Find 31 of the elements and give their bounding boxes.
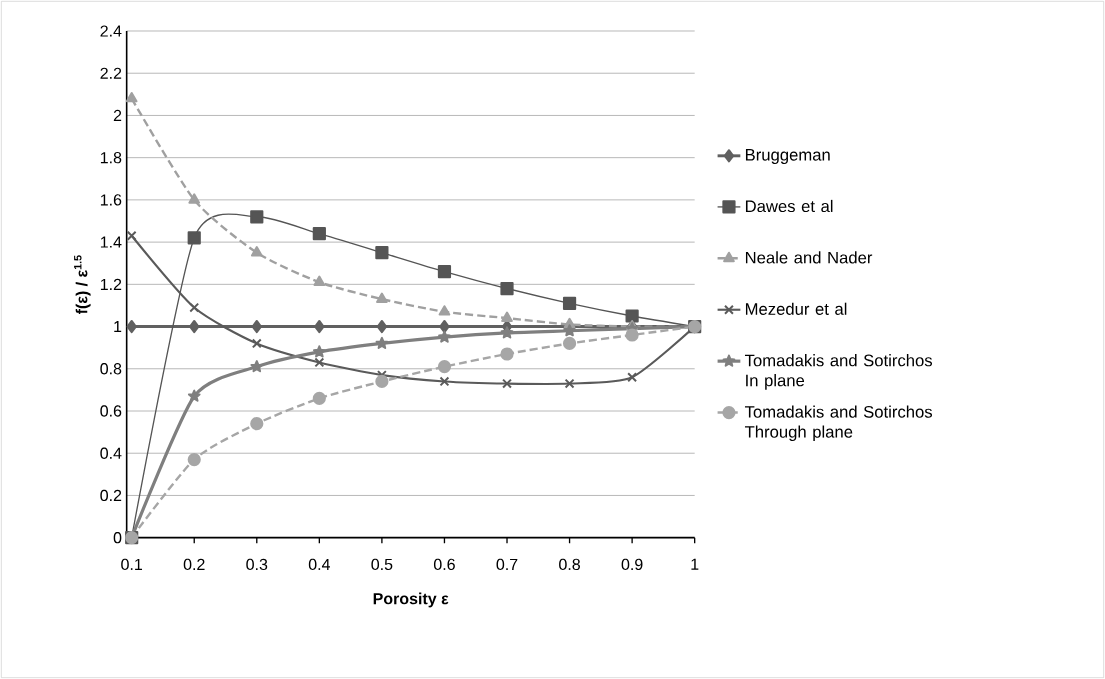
y-tick-label: 2.2 bbox=[100, 67, 122, 79]
x-tick-label: 0.2 bbox=[183, 558, 205, 571]
y-tick-label: 0.4 bbox=[100, 447, 122, 459]
x-tick-label: 1 bbox=[691, 558, 699, 570]
y-tick-label: 0.8 bbox=[100, 363, 122, 375]
legend-label: Bruggeman bbox=[745, 149, 830, 164]
y-tick-label: 0 bbox=[113, 532, 122, 544]
x-tick-label: 0.6 bbox=[433, 558, 455, 571]
x-tick-label: 0.9 bbox=[621, 558, 643, 571]
legend-label: Neale and Nader bbox=[745, 251, 873, 264]
y-axis-title: f(ε) / ε$^{1.5}$ bbox=[74, 255, 91, 315]
x-tick-label: 0.1 bbox=[121, 558, 143, 571]
x-axis-title: Porosity ε bbox=[373, 592, 449, 608]
legend-label: Mezedur et al bbox=[745, 302, 847, 315]
y-tick-label: 1.8 bbox=[100, 152, 122, 164]
y-tick-label: 1.6 bbox=[100, 194, 122, 206]
y-tick-label: 1.4 bbox=[100, 236, 122, 248]
x-tick-label: 0.7 bbox=[496, 558, 518, 571]
y-tick-label: 2 bbox=[113, 109, 122, 122]
x-tick-label: 0.5 bbox=[371, 558, 393, 571]
y-tick-label: 0.6 bbox=[100, 405, 122, 417]
legend-label: Tomadakis and Sotirchos Through plane bbox=[744, 405, 933, 442]
x-tick-label: 0.8 bbox=[559, 558, 580, 571]
y-tick-label: 0.2 bbox=[100, 489, 122, 502]
legend-label: Dawes et al bbox=[745, 199, 833, 213]
y-tick-label: 1.2 bbox=[100, 278, 122, 290]
x-tick-label: 0.3 bbox=[246, 558, 268, 571]
x-tick-label: 0.4 bbox=[308, 558, 330, 571]
y-tick-label: 1 bbox=[114, 321, 122, 333]
y-tick-label: 2.4 bbox=[100, 25, 122, 37]
legend-label: Tomadakis and Sotirchos In plane bbox=[744, 354, 933, 390]
